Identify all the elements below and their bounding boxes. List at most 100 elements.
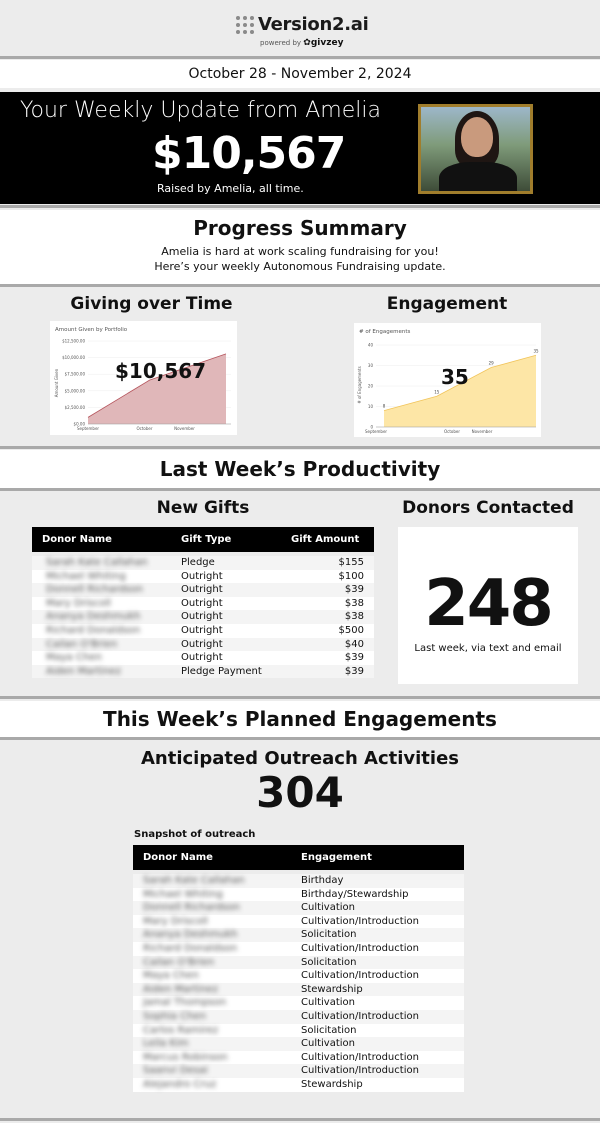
donor-name: Donnell Richardson bbox=[46, 584, 144, 596]
y-tick-label: $10,000.00 bbox=[62, 355, 85, 360]
engagement-type: Cultivation/Introduction bbox=[301, 1051, 419, 1063]
header-gift-type: Gift Type bbox=[181, 534, 232, 545]
divider bbox=[0, 696, 600, 699]
x-tick-label: October bbox=[444, 429, 460, 434]
table-row: Mary Driscoll Cultivation/Introduction bbox=[133, 914, 464, 929]
y-tick-label: $0.00 bbox=[74, 422, 86, 427]
table-row: Carlos Ramirez Solicitation bbox=[133, 1023, 464, 1038]
hero-banner: Your Weekly Update from Amelia $10,567 R… bbox=[0, 92, 600, 204]
donor-name: Mary Driscoll bbox=[143, 915, 208, 927]
engagement-type: Cultivation bbox=[301, 997, 355, 1009]
donor-name: Mary Driscoll bbox=[46, 597, 111, 609]
gift-amount: $39 bbox=[344, 584, 364, 596]
header-engagement: Engagement bbox=[301, 852, 372, 863]
date-range: October 28 - November 2, 2024 bbox=[0, 60, 600, 88]
donor-name: Ananya Deshmukh bbox=[46, 611, 141, 623]
donor-name: Maya Chen bbox=[143, 970, 199, 982]
area-fill bbox=[384, 355, 536, 427]
y-tick-label: $7,500.00 bbox=[65, 372, 86, 377]
divider bbox=[0, 737, 600, 740]
table-row: Donnell Richardson Cultivation bbox=[133, 901, 464, 915]
table-row: Richard Donaldson Outright $500 bbox=[32, 623, 374, 638]
hero-caption: Raised by Amelia, all time. bbox=[157, 182, 304, 195]
outreach-table-body: Sarah Kate Callahan Birthday Michael Whiti… bbox=[133, 874, 464, 1092]
header-donor-name: Donor Name bbox=[42, 534, 112, 545]
y-tick-label: 30 bbox=[368, 363, 374, 368]
header-donor-name: Donor Name bbox=[143, 852, 213, 863]
table-row: Cailan O'Brien Outright $40 bbox=[32, 637, 374, 652]
table-row: Leila Kim Cultivation bbox=[133, 1037, 464, 1051]
x-tick-label: September bbox=[77, 426, 99, 431]
engagement-title: Engagement bbox=[386, 294, 508, 314]
data-label: 8 bbox=[383, 404, 386, 409]
table-row: Jamal Thompson Cultivation bbox=[133, 996, 464, 1010]
donor-name: Aiden Martinez bbox=[143, 983, 218, 995]
engagement-type: Cultivation/Introduction bbox=[301, 915, 419, 927]
y-tick-label: 0 bbox=[370, 425, 373, 430]
donor-name: Sophia Chen bbox=[143, 1010, 207, 1022]
gift-amount: $500 bbox=[338, 624, 364, 636]
amelia-avatar bbox=[418, 104, 533, 194]
table-row: Sarah Kate Callahan Birthday bbox=[133, 874, 464, 888]
x-tick-label: November bbox=[472, 429, 493, 434]
powered-by: powered by ✿givzey bbox=[260, 38, 343, 48]
snapshot-label: Snapshot of outreach bbox=[134, 829, 256, 840]
y-tick-label: $2,500.00 bbox=[65, 405, 86, 410]
y-tick-label: 10 bbox=[368, 404, 374, 409]
table-row: Marcus Robinson Cultivation/Introduction bbox=[133, 1050, 464, 1065]
engagement-type: Cultivation/Introduction bbox=[301, 1010, 419, 1022]
table-row: Michael Whiting Birthday/Stewardship bbox=[133, 887, 464, 902]
donors-contacted-title: Donors Contacted bbox=[402, 498, 574, 518]
gift-type: Outright bbox=[181, 624, 223, 636]
table-row: Aiden Martinez Stewardship bbox=[133, 982, 464, 997]
giving-overlay-value: $10,567 bbox=[115, 359, 207, 383]
gift-type: Pledge Payment bbox=[181, 665, 262, 677]
table-row: Donnell Richardson Outright $39 bbox=[32, 583, 374, 597]
table-row: Michael Whiting Outright $100 bbox=[32, 569, 374, 584]
donors-caption: Last week, via text and email bbox=[414, 643, 562, 654]
header-gift-amount: Gift Amount bbox=[291, 534, 360, 545]
table-row: Ananya Deshmukh Solicitation bbox=[133, 928, 464, 942]
data-label: 15 bbox=[434, 389, 440, 394]
gifts-table-body: Sarah Kate Callahan Pledge $155 Michael Whi… bbox=[32, 556, 374, 679]
donor-name: Sarah Kate Callahan bbox=[143, 875, 245, 886]
donor-name: Saanvi Desai bbox=[143, 1065, 208, 1077]
gifts-table: Donor Name Gift Type Gift Amount Sarah K… bbox=[32, 527, 374, 679]
divider bbox=[0, 205, 600, 208]
gift-type: Outright bbox=[181, 652, 223, 664]
divider bbox=[0, 446, 600, 449]
gift-type: Pledge bbox=[181, 557, 215, 568]
donor-name: Donnell Richardson bbox=[143, 902, 241, 914]
y-tick-label: $12,500.00 bbox=[62, 339, 85, 344]
data-label: 29 bbox=[489, 361, 495, 366]
partner-logo: ✿givzey bbox=[303, 38, 344, 48]
progress-summary: Progress Summary Amelia is hard at work … bbox=[0, 210, 600, 284]
engagement-type: Cultivation bbox=[301, 902, 355, 914]
gift-amount: $155 bbox=[338, 557, 364, 568]
gift-type: Outright bbox=[181, 611, 223, 623]
engagement-type: Birthday bbox=[301, 875, 344, 886]
engagement-overlay-value: 35 bbox=[441, 365, 469, 389]
engagement-chart: # of Engagements # of Engagements 0 10 20 30 4… bbox=[354, 323, 541, 437]
x-tick-label: September bbox=[365, 429, 387, 434]
powered-by-label: powered by bbox=[260, 39, 302, 47]
table-row: Sarah Kate Callahan Pledge $155 bbox=[32, 556, 374, 570]
donor-name: Michael Whiting bbox=[143, 888, 223, 900]
gift-amount: $38 bbox=[344, 597, 364, 609]
donor-name: Ananya Deshmukh bbox=[143, 929, 238, 941]
partner-name: givzey bbox=[310, 38, 344, 48]
engagement-type: Solicitation bbox=[301, 956, 357, 968]
gift-amount: $40 bbox=[344, 638, 364, 650]
donor-name: Aiden Martinez bbox=[46, 665, 121, 677]
giving-chart: Amount Given by Portfolio Amount Given $0.… bbox=[50, 321, 237, 435]
outreach-table: Donor Name Engagement Sarah Kate Callaha… bbox=[133, 845, 464, 1092]
table-row: Aiden Martinez Pledge Payment $39 bbox=[32, 664, 374, 679]
gift-amount: $38 bbox=[344, 611, 364, 623]
donors-count: 248 bbox=[424, 567, 554, 641]
area-fill bbox=[88, 353, 226, 424]
hero-title: Your Weekly Update from Amelia bbox=[20, 98, 381, 123]
donor-name: Cailan O'Brien bbox=[143, 956, 215, 968]
donor-name: Alejandro Cruz bbox=[143, 1078, 217, 1090]
gift-amount: $100 bbox=[338, 570, 364, 582]
data-label: 35 bbox=[533, 348, 539, 353]
